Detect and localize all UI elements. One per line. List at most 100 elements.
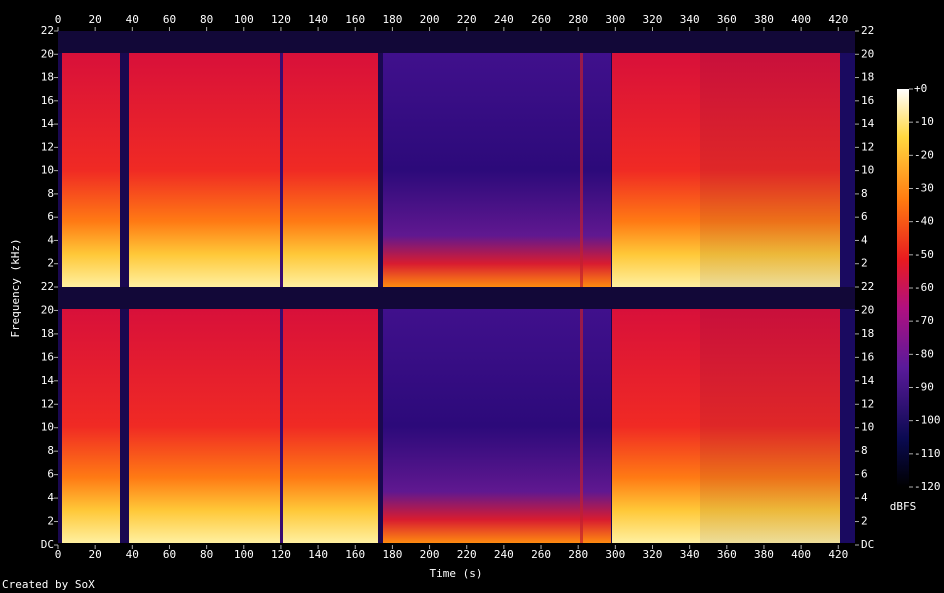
colorbar-tick-label: -90 bbox=[914, 381, 934, 394]
x-tick-label: 340 bbox=[680, 13, 700, 26]
x-tick-label: 100 bbox=[234, 548, 254, 561]
y-tick-label: 8 bbox=[861, 444, 868, 457]
x-tick-label: 180 bbox=[382, 548, 402, 561]
y-tick-label: 2 bbox=[47, 257, 54, 270]
y-tick-label: 12 bbox=[861, 397, 874, 410]
x-tick-label: 340 bbox=[680, 548, 700, 561]
x-tick-label: 420 bbox=[828, 548, 848, 561]
x-tick-label: 280 bbox=[568, 13, 588, 26]
y-tick-label: 20 bbox=[41, 47, 54, 60]
y-tick-label: 8 bbox=[861, 187, 868, 200]
y-tick-label: 14 bbox=[41, 374, 55, 387]
y-tick-label: 4 bbox=[861, 491, 868, 504]
colorbar-tick-label: -80 bbox=[914, 347, 934, 360]
x-tick-label: 240 bbox=[494, 13, 514, 26]
x-tick-label: 420 bbox=[828, 13, 848, 26]
colorbar-tick-label: -120 bbox=[914, 480, 941, 493]
x-tick-label: 20 bbox=[89, 13, 102, 26]
colorbar-tick-label: -110 bbox=[914, 447, 941, 460]
x-tick-label: 80 bbox=[200, 548, 213, 561]
x-tick-label: 240 bbox=[494, 548, 514, 561]
colorbar-tick-label: -100 bbox=[914, 414, 941, 427]
colorbar-tick-label: +0 bbox=[914, 82, 927, 95]
y-tick-label: 14 bbox=[861, 374, 875, 387]
y-tick-label: 4 bbox=[47, 233, 54, 246]
y-tick-label: 4 bbox=[861, 233, 868, 246]
colorbar-tick-label: -50 bbox=[914, 248, 934, 261]
spectrogram-right bbox=[58, 287, 855, 543]
colorbar-tick-label: -40 bbox=[914, 215, 934, 228]
y-tick-label: 16 bbox=[41, 94, 54, 107]
y-tick-label: 6 bbox=[861, 468, 868, 481]
y-tick-label: 12 bbox=[41, 140, 54, 153]
x-tick-label: 100 bbox=[234, 13, 254, 26]
y-tick-label: 12 bbox=[861, 140, 874, 153]
x-tick-label: 380 bbox=[754, 548, 774, 561]
y-tick-label: 10 bbox=[861, 164, 874, 177]
colorbar bbox=[897, 89, 909, 487]
y-tick-label: 18 bbox=[41, 71, 54, 84]
y-tick-label: 18 bbox=[861, 71, 874, 84]
x-tick-label: 20 bbox=[89, 548, 102, 561]
colorbar-tick-label: -60 bbox=[914, 281, 934, 294]
x-tick-label: 400 bbox=[791, 548, 811, 561]
y-tick-label: 22 bbox=[41, 280, 54, 293]
x-tick-label: 200 bbox=[420, 548, 440, 561]
x-tick-label: 160 bbox=[345, 548, 365, 561]
x-tick-label: 40 bbox=[126, 548, 139, 561]
y-tick-label: 10 bbox=[41, 421, 54, 434]
x-tick-label: 400 bbox=[791, 13, 811, 26]
x-tick-label: 320 bbox=[643, 548, 663, 561]
x-tick-label: 320 bbox=[643, 13, 663, 26]
y-tick-label: 22 bbox=[861, 24, 874, 37]
x-tick-label: 300 bbox=[605, 548, 625, 561]
y-tick-label: 20 bbox=[861, 303, 874, 316]
y-tick-label: 18 bbox=[861, 327, 874, 340]
x-tick-label: 300 bbox=[605, 13, 625, 26]
x-tick-label: 140 bbox=[308, 548, 328, 561]
colorbar-label: dBFS bbox=[890, 500, 917, 513]
y-axis-label: Frequency (kHz) bbox=[9, 238, 22, 337]
y-tick-label: 16 bbox=[861, 94, 874, 107]
y-tick-label: DC bbox=[41, 538, 54, 551]
x-tick-label: 260 bbox=[531, 548, 551, 561]
y-tick-label: 4 bbox=[47, 491, 54, 504]
x-tick-label: 60 bbox=[163, 548, 176, 561]
x-tick-label: 280 bbox=[568, 548, 588, 561]
y-tick-label: 14 bbox=[41, 117, 55, 130]
colorbar-tick-label: -30 bbox=[914, 182, 934, 195]
y-tick-label: 10 bbox=[861, 421, 874, 434]
x-tick-label: 220 bbox=[457, 548, 477, 561]
x-tick-label: 160 bbox=[345, 13, 365, 26]
x-tick-label: 200 bbox=[420, 13, 440, 26]
y-tick-label: 6 bbox=[861, 210, 868, 223]
colorbar-tick-label: -20 bbox=[914, 148, 934, 161]
spectrogram-left bbox=[58, 31, 855, 287]
x-tick-label: 180 bbox=[382, 13, 402, 26]
y-tick-label: 14 bbox=[861, 117, 875, 130]
x-tick-label: 80 bbox=[200, 13, 213, 26]
x-tick-label: 140 bbox=[308, 13, 328, 26]
y-tick-label: 6 bbox=[47, 210, 54, 223]
x-tick-label: 120 bbox=[271, 13, 291, 26]
x-tick-label: 120 bbox=[271, 548, 291, 561]
y-tick-label: 12 bbox=[41, 397, 54, 410]
y-tick-label: 16 bbox=[861, 350, 874, 363]
y-tick-label: 8 bbox=[47, 187, 54, 200]
x-tick-label: 360 bbox=[717, 13, 737, 26]
x-axis-label: Time (s) bbox=[430, 567, 483, 580]
y-tick-label: 8 bbox=[47, 444, 54, 457]
y-tick-label: 20 bbox=[41, 303, 54, 316]
y-tick-label: 6 bbox=[47, 468, 54, 481]
y-tick-label: 22 bbox=[861, 280, 874, 293]
y-tick-label: DC bbox=[861, 538, 874, 551]
x-tick-label: 0 bbox=[55, 548, 62, 561]
x-tick-label: 0 bbox=[55, 13, 62, 26]
y-tick-label: 2 bbox=[861, 515, 868, 528]
x-tick-label: 220 bbox=[457, 13, 477, 26]
colorbar-tick-label: -70 bbox=[914, 314, 934, 327]
y-tick-label: 10 bbox=[41, 164, 54, 177]
y-tick-label: 18 bbox=[41, 327, 54, 340]
y-tick-label: 22 bbox=[41, 24, 54, 37]
